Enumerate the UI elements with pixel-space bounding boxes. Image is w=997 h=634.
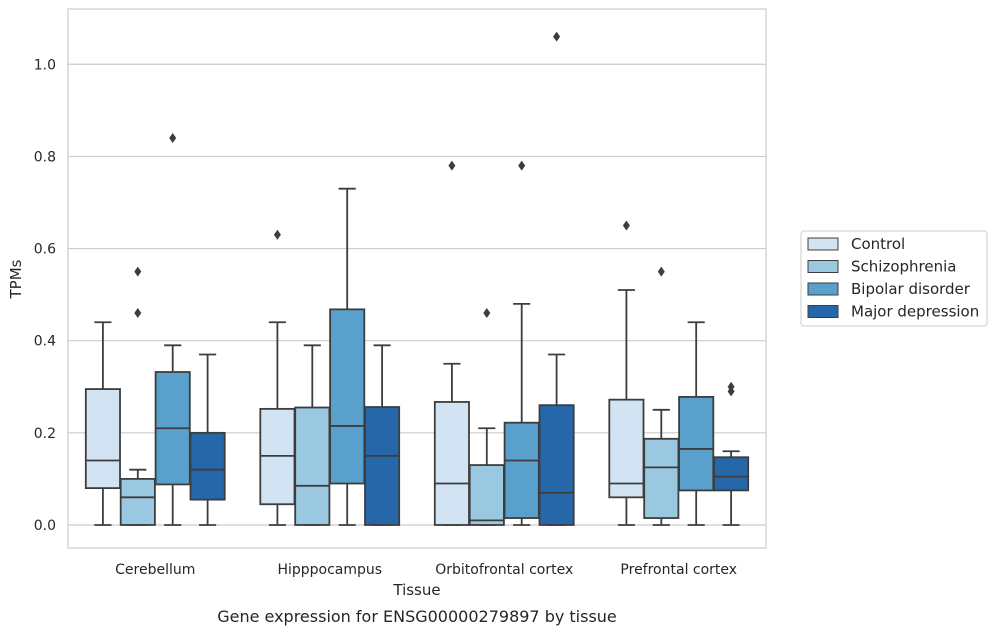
outlier-point bbox=[169, 132, 177, 143]
figure-caption: Gene expression for ENSG00000279897 by t… bbox=[217, 607, 617, 626]
y-tick-label: 0.4 bbox=[34, 334, 56, 350]
x-tick-labels: Cerebellum Hipppocampus Orbitofrontal cort… bbox=[115, 562, 737, 578]
outlier-point bbox=[134, 308, 142, 319]
y-tick-label: 1.0 bbox=[34, 57, 56, 73]
outlier-point bbox=[622, 220, 630, 231]
outlier-point bbox=[448, 160, 456, 171]
box bbox=[84, 388, 121, 490]
outlier-point bbox=[553, 31, 561, 42]
legend-label: Control bbox=[851, 235, 905, 253]
outlier-point bbox=[518, 160, 526, 171]
y-tick-label: 0.0 bbox=[34, 518, 56, 534]
legend-swatch bbox=[807, 282, 839, 296]
box bbox=[503, 421, 540, 519]
box bbox=[189, 431, 226, 501]
x-axis-label: Tissue bbox=[392, 581, 440, 599]
box-group bbox=[259, 187, 401, 526]
box bbox=[678, 395, 715, 492]
legend-swatch bbox=[807, 237, 839, 251]
box bbox=[608, 398, 645, 499]
x-tick-label: Cerebellum bbox=[115, 562, 195, 578]
legend-label: Schizophrenia bbox=[851, 258, 956, 276]
box bbox=[294, 406, 331, 526]
box-group bbox=[433, 31, 575, 526]
legend: Control Schizophrenia Bipolar disorder Majo… bbox=[800, 230, 988, 327]
legend-frame bbox=[800, 230, 988, 327]
legend-swatch bbox=[807, 260, 839, 273]
outlier-point bbox=[727, 381, 735, 392]
y-tick-label: 0.6 bbox=[34, 242, 56, 258]
legend-label: Major depression bbox=[851, 303, 979, 321]
outlier-point bbox=[134, 266, 142, 277]
box bbox=[468, 464, 505, 526]
box bbox=[364, 406, 401, 526]
box-plot-groups bbox=[84, 31, 750, 526]
y-tick-labels: 0.0 0.2 0.4 0.6 0.8 1.0 bbox=[34, 57, 56, 534]
box-group bbox=[608, 220, 750, 526]
outlier-point bbox=[657, 266, 665, 277]
box bbox=[538, 404, 575, 526]
legend-label: Bipolar disorder bbox=[851, 280, 971, 298]
x-tick-label: Hipppocampus bbox=[277, 562, 382, 578]
box bbox=[119, 477, 156, 526]
outlier-point bbox=[483, 308, 491, 319]
outlier-point bbox=[273, 229, 281, 240]
plot-frame bbox=[67, 8, 767, 549]
box bbox=[713, 456, 750, 492]
box bbox=[329, 308, 366, 485]
y-tick-label: 0.8 bbox=[34, 149, 56, 165]
y-axis-label: TPMs bbox=[7, 259, 25, 299]
box-group bbox=[84, 132, 226, 526]
box bbox=[433, 401, 470, 526]
x-tick-label: Prefrontal cortex bbox=[620, 562, 737, 578]
legend-swatch bbox=[807, 305, 839, 318]
y-tick-label: 0.2 bbox=[34, 426, 56, 442]
x-tick-label: Orbitofrontal cortex bbox=[435, 562, 573, 578]
box bbox=[643, 437, 680, 519]
